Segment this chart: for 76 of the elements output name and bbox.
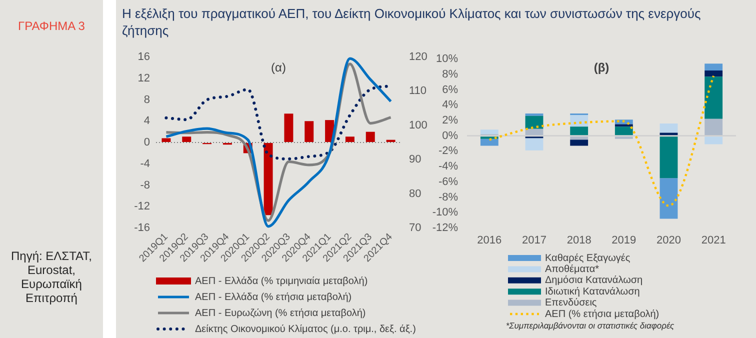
bar (660, 178, 678, 219)
y-tick-label: 16 (138, 51, 150, 64)
legend-label: Δείκτης Οικονομικού Κλίματος (μ.ο. τριμ., δεξ. άξ.) (195, 324, 416, 335)
text: ΓΡΑΦΗΜΑ 3 (17, 19, 86, 33)
y2-tick-label: 90 (409, 154, 422, 166)
legend-label: Αποθέματα* (545, 264, 600, 275)
x-tick-label: 2019 (612, 234, 636, 247)
legend-label: ΑΕΠ (% ετήσια μεταβολή) (545, 308, 660, 320)
bar (704, 136, 723, 144)
bar (704, 64, 723, 71)
y2-tick-label: 110 (409, 85, 427, 98)
bar (570, 126, 588, 136)
y-tick-label: -4% (438, 160, 458, 173)
bar (304, 121, 314, 142)
y-tick-label: -4 (140, 158, 150, 170)
y-tick-label: -2% (438, 145, 458, 158)
y2-tick-label: 80 (409, 188, 422, 200)
legend-label: ΑΕΠ - Ελλάδα (% τριμηνιαία μεταβολή) (195, 276, 368, 287)
bar (264, 143, 273, 216)
y2-tick-label: 120 (409, 51, 428, 64)
y-tick-label: 2% (442, 114, 458, 126)
line-series (488, 74, 715, 207)
bar (660, 124, 678, 133)
y-tick-label: 0% (442, 130, 458, 142)
legend-label: ΑΕΠ - Ελλάδα (% ετήσια μεταβολή) (195, 292, 352, 303)
bar (660, 136, 678, 178)
bar (480, 138, 498, 146)
bar (570, 140, 588, 146)
y-tick-label: 12 (138, 72, 150, 84)
bar (525, 128, 544, 136)
x-tick-label: 2018 (566, 234, 592, 247)
bar (704, 118, 723, 136)
y-tick-label: -6% (438, 176, 458, 188)
y-tick-label: 10% (436, 53, 458, 66)
y-tick-label: 4 (144, 115, 150, 128)
y2-tick-label: 70 (409, 222, 422, 234)
chart-title: Η εξέλιξη του πραγματικού ΑΕΠ, του Δείκτη Οικονομικού Κλίματος και των συνιστωσών της ενεργούς ζήτησης (122, 5, 702, 39)
chart-subtitle: (β) (594, 60, 610, 74)
legend-label: Επενδύσεις (545, 298, 597, 309)
chart-subtitle: (α) (271, 60, 286, 74)
y-tick-label: -8% (438, 191, 458, 204)
x-tick-label: 2017 (522, 234, 546, 247)
bar (284, 114, 294, 142)
y-tick-label: -10% (432, 206, 458, 219)
bar (525, 138, 544, 150)
x-tick-label: 2021 (701, 234, 726, 247)
y-tick-label: 6% (442, 84, 458, 96)
y2-tick-label: 100 (409, 119, 428, 132)
bar (660, 132, 678, 136)
bar (570, 115, 588, 127)
bar (345, 136, 354, 142)
y-tick-label: -8 (140, 179, 150, 192)
legend-label: ΑΕΠ - Ευρωζώνη (% ετήσια μεταβολή) (195, 308, 366, 319)
x-tick-label: 2016 (477, 234, 502, 247)
legend-label: Ιδιωτική Κατανάλωση (545, 286, 640, 298)
y-tick-label: 0 (144, 136, 150, 149)
bar (704, 76, 723, 119)
text: Πηγή: ΕΛΣΤΑΤ, Eurostat, Ευρωπαϊκή Επιτροπή (10, 249, 94, 305)
bar (182, 136, 192, 142)
y-tick-label: -12% (432, 222, 458, 234)
legend-label: Δημόσια Κατανάλωση (545, 275, 643, 286)
y-tick-label: 4% (442, 99, 458, 112)
bar (570, 136, 588, 140)
bar (525, 116, 544, 129)
y-tick-label: 8 (144, 94, 150, 106)
bar (614, 126, 633, 136)
bar (366, 132, 375, 142)
bar (480, 130, 498, 134)
y-tick-label: -16 (134, 222, 150, 234)
legend-label: Καθαρές Εξαγωγές (545, 252, 630, 264)
text: *Συμπεριλαμβάνονται οι στατιστικές διαφορές (506, 320, 676, 331)
bar (162, 138, 171, 142)
bar (704, 70, 723, 77)
y-tick-label: 8% (442, 68, 458, 80)
y-tick-label: -12 (134, 200, 150, 213)
x-tick-label: 2020 (656, 234, 681, 247)
